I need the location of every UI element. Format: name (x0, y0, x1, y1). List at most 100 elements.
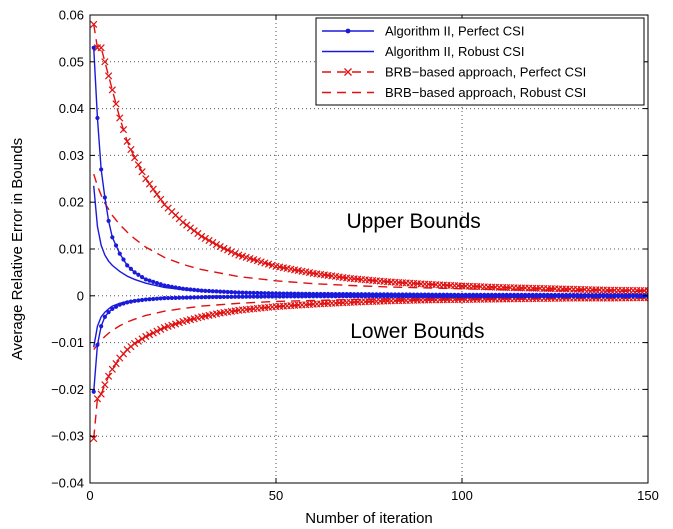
series-1-upper-point (143, 277, 148, 282)
series-1-lower-point (348, 294, 353, 299)
series-1-lower-point (497, 294, 502, 299)
series-1-lower-point (177, 295, 182, 300)
series-3-lower-point (101, 381, 109, 389)
series-1-lower-point (162, 296, 167, 301)
legend-label-3: BRB−based approach, Perfect CSI (385, 65, 586, 80)
series-3-upper-point (145, 180, 154, 188)
series-1-lower-point (578, 294, 584, 299)
series-1-lower-point (452, 294, 457, 299)
series-3-lower-point (157, 325, 165, 334)
series-1-upper-point (166, 284, 171, 289)
series-1-lower-point (128, 299, 134, 304)
series-1-lower-point (374, 294, 379, 299)
series-1-lower-point (430, 294, 435, 299)
series-1-lower-point (515, 294, 520, 299)
series-3-lower-point (108, 365, 116, 373)
series-1-lower-point (478, 294, 483, 299)
series-3-lower-point (149, 329, 157, 337)
series-1-upper-point (195, 288, 200, 293)
series-1-lower-point (482, 294, 487, 299)
series-3-upper-point (216, 243, 224, 251)
series-1-lower-point (575, 294, 580, 299)
series-3-upper-point (231, 249, 239, 258)
series-1-lower-point (322, 294, 327, 299)
series-1-lower-point (634, 294, 639, 299)
series-1-lower-point (545, 294, 550, 299)
y-tick-label: 0.02 (59, 195, 84, 210)
x-axis-label: Number of iteration (305, 510, 433, 527)
series-1-lower-point (552, 294, 558, 299)
series-1-lower-point (500, 294, 506, 299)
series-1-upper-point (151, 279, 156, 284)
series-1-upper-point (110, 235, 115, 240)
series-1-upper-point (125, 263, 130, 268)
annotations: Upper Bounds Lower Bounds (347, 210, 485, 343)
y-tick-label: 0.06 (59, 8, 84, 23)
series-1-lower-point (311, 294, 316, 299)
series-1-upper-point (203, 288, 208, 293)
series-3-lower-point (134, 337, 142, 345)
series-1-lower-point (415, 294, 420, 299)
series-1-lower-point (244, 294, 249, 299)
series-1-lower-point (511, 294, 517, 299)
series-1-lower-point (538, 294, 543, 299)
series-1-lower-point (340, 294, 346, 299)
series-1-upper-point (199, 288, 204, 293)
x-tick-label: 0 (86, 488, 93, 503)
series-1-upper-point (102, 195, 107, 200)
legend-label-4: BRB−based approach, Robust CSI (385, 85, 586, 100)
series-1-upper-point (180, 286, 186, 291)
series-1-lower-point (273, 294, 279, 299)
series-1-upper-point (192, 287, 197, 293)
series-1-upper-point (128, 266, 134, 271)
series-1-upper-point (106, 218, 111, 224)
series-1-upper-point (277, 291, 282, 296)
series-1-lower-point (471, 294, 476, 299)
series-1-upper-point (236, 290, 241, 295)
series-1-lower-point (463, 294, 468, 299)
series-3-lower-point (153, 327, 161, 335)
series-4-lower-line (93, 296, 648, 351)
series-1-lower-point (359, 294, 364, 299)
series-3-upper-point (127, 145, 135, 154)
series-1-lower-point (270, 294, 275, 299)
series-1-lower-point (314, 294, 320, 299)
series-1-lower-point (199, 295, 204, 300)
series-1-lower-point (493, 294, 498, 299)
series-1-lower-point (378, 294, 383, 299)
series-1-upper-point (225, 289, 230, 295)
series-1-upper-point (99, 167, 104, 172)
series-1-lower-point (195, 295, 200, 300)
series-3-upper-point (157, 195, 165, 204)
series-1-upper-point (173, 285, 178, 290)
series-1-lower-point (102, 314, 107, 319)
series-1-upper-point (91, 45, 96, 50)
series-1-lower-point (363, 294, 368, 299)
series-1-lower-point (571, 294, 576, 299)
series-1-lower-point (158, 296, 163, 301)
series-1-upper-point (162, 283, 167, 288)
series-1-upper-point (210, 289, 215, 294)
series-1-lower-point (285, 294, 290, 299)
series-1-lower-point (456, 294, 461, 299)
series-1-lower-point (229, 294, 234, 299)
series-1-lower-point (541, 294, 546, 299)
series-1-lower-point (329, 294, 334, 299)
series-3-upper-point (104, 72, 113, 80)
series-1-lower-point (210, 294, 215, 300)
series-1-lower-point (485, 294, 491, 299)
series-1-upper-point (244, 290, 249, 295)
x-tick-label: 100 (451, 488, 473, 503)
series-1-lower-point (593, 294, 599, 299)
series-3-lower-point (93, 395, 102, 403)
legend: Algorithm II, Perfect CSI Algorithm II, R… (315, 17, 645, 106)
series-1-upper-point (251, 290, 256, 295)
ticks: 0 50 100 150 −0.04 −0.03 −0.02 −0.01 0 0.01 0.02 0.… (51, 8, 659, 504)
series-1-lower-point (400, 294, 405, 299)
series-3-upper-point (153, 190, 161, 198)
series-3-upper-point (224, 246, 232, 254)
y-tick-label: −0.02 (51, 382, 84, 397)
series-1-lower-point (549, 294, 554, 299)
series-1-lower-point (121, 301, 126, 306)
series-1-lower-point (474, 294, 479, 299)
